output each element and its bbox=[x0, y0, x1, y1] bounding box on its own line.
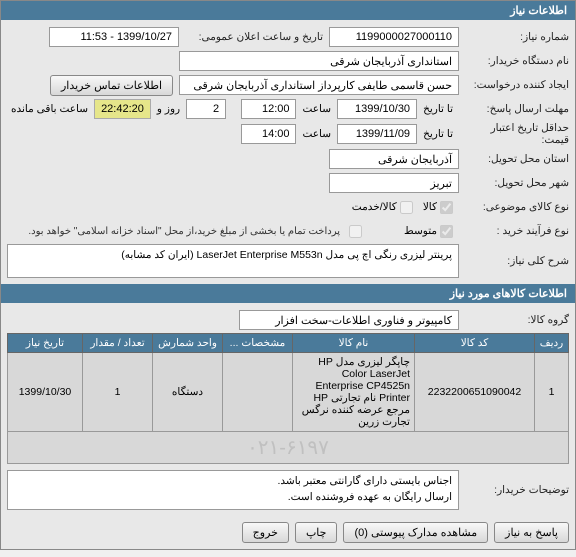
reply-button[interactable]: پاسخ به نیاز bbox=[494, 522, 569, 543]
col-unit: واحد شمارش bbox=[153, 334, 223, 353]
col-idx: ردیف bbox=[535, 334, 569, 353]
val-buyer-notes: اجناس بایستی دارای گارانتی معتبر باشد. ا… bbox=[7, 470, 459, 510]
print-button[interactable]: چاپ bbox=[295, 522, 338, 543]
lbl-days: روز و bbox=[153, 103, 184, 115]
lbl-group: گروه کالا: bbox=[459, 314, 569, 326]
col-spec: مشخصات ... bbox=[223, 334, 293, 353]
opt-partial: پرداخت تمام یا بخشی از مبلغ خرید،از محل … bbox=[24, 225, 366, 238]
val-days: 2 bbox=[186, 99, 226, 119]
val-number: 1199000027000110 bbox=[329, 27, 459, 47]
opt-mid: متوسط bbox=[400, 225, 457, 238]
section-header-items: اطلاعات کالاهای مورد نیاز bbox=[1, 284, 575, 303]
row-device: نام دستگاه خریدار: استانداری آذربایجان ش… bbox=[7, 50, 569, 72]
cell-name: چاپگر لیزری مدل HP Color LaserJet Enterp… bbox=[293, 353, 415, 432]
lbl-opt-goods: کالا bbox=[423, 201, 437, 213]
watermark-text: ۰۲۱-۶۱۹۷ bbox=[247, 437, 329, 459]
lbl-valid: حداقل تاریخ اعتبار قیمت: bbox=[459, 122, 569, 146]
val-deadline-hour: 12:00 bbox=[241, 99, 296, 119]
chk-partial bbox=[349, 225, 362, 238]
val-group: کامپیوتر و فناوری اطلاعات-سخت افزار bbox=[239, 310, 459, 330]
row-valid: حداقل تاریخ اعتبار قیمت: تا تاریخ 1399/1… bbox=[7, 122, 569, 146]
items-table: ردیف کد کالا نام کالا مشخصات ... واحد شم… bbox=[7, 333, 569, 464]
row-process: نوع فرآیند خرید : متوسط پرداخت تمام یا ب… bbox=[7, 220, 569, 242]
lbl-taarikh: تا تاریخ bbox=[419, 103, 457, 115]
opt-service: کالا/خدمت bbox=[348, 201, 417, 214]
table-header-row: ردیف کد کالا نام کالا مشخصات ... واحد شم… bbox=[8, 334, 569, 353]
col-code: کد کالا bbox=[415, 334, 535, 353]
row-deadline: مهلت ارسال پاسخ: تا تاریخ 1399/10/30 ساع… bbox=[7, 98, 569, 120]
val-city: تبریز bbox=[329, 173, 459, 193]
lbl-device: نام دستگاه خریدار: bbox=[459, 55, 569, 67]
lbl-subject: نوع کالای موضوعی: bbox=[459, 201, 569, 213]
exit-button[interactable]: خروج bbox=[242, 522, 289, 543]
need-form: شماره نیاز: 1199000027000110 تاریخ و ساع… bbox=[1, 20, 575, 284]
col-date: تاریخ نیاز bbox=[8, 334, 83, 353]
lbl-buyer-notes: توضیحات خریدار: bbox=[459, 484, 569, 496]
lbl-deadline: مهلت ارسال پاسخ: bbox=[459, 103, 569, 115]
col-qty: تعداد / مقدار bbox=[83, 334, 153, 353]
items-form: گروه کالا: کامپیوتر و فناوری اطلاعات-سخت… bbox=[1, 303, 575, 516]
val-creator: حسن قاسمی طایفی کارپرداز استانداری آذربا… bbox=[179, 75, 459, 95]
lbl-process: نوع فرآیند خرید : bbox=[459, 225, 569, 237]
lbl-remain: ساعت باقی مانده bbox=[7, 103, 92, 115]
lbl-creator: ایجاد کننده درخواست: bbox=[459, 79, 569, 91]
view-attachments-button[interactable]: مشاهده مدارک پیوستی (0) bbox=[343, 522, 488, 543]
lbl-deadline-hour: ساعت bbox=[298, 103, 335, 115]
val-deadline-date: 1399/10/30 bbox=[337, 99, 417, 119]
val-device: استانداری آذربایجان شرقی bbox=[179, 51, 459, 71]
items-title: اطلاعات کالاهای مورد نیاز bbox=[450, 288, 567, 300]
lbl-number: شماره نیاز: bbox=[459, 31, 569, 43]
need-info-panel: اطلاعات نیاز شماره نیاز: 119900002700011… bbox=[0, 0, 576, 550]
lbl-province: استان محل تحویل: bbox=[459, 153, 569, 165]
table-row: 1 2232200651090042 چاپگر لیزری مدل HP Co… bbox=[8, 353, 569, 432]
lbl-valid2: تا تاریخ bbox=[419, 128, 457, 140]
footer-bar: پاسخ به نیاز مشاهده مدارک پیوستی (0) چاپ… bbox=[1, 516, 575, 549]
lbl-desc: شرح کلی نیاز: bbox=[459, 255, 569, 267]
cell-spec bbox=[223, 353, 293, 432]
chk-mid bbox=[440, 225, 453, 238]
col-name: نام کالا bbox=[293, 334, 415, 353]
cell-code: 2232200651090042 bbox=[415, 353, 535, 432]
row-group: گروه کالا: کامپیوتر و فناوری اطلاعات-سخت… bbox=[7, 309, 569, 331]
row-buyer-notes: توضیحات خریدار: اجناس بایستی دارای گاران… bbox=[7, 470, 569, 510]
watermark-cell: ۰۲۱-۶۱۹۷ bbox=[8, 432, 569, 464]
row-subject: نوع کالای موضوعی: کالا کالا/خدمت bbox=[7, 196, 569, 218]
row-creator: ایجاد کننده درخواست: حسن قاسمی طایفی کار… bbox=[7, 74, 569, 96]
val-announce: 1399/10/27 - 11:53 bbox=[49, 27, 179, 47]
section-header-need: اطلاعات نیاز bbox=[1, 1, 575, 20]
chk-goods bbox=[440, 201, 453, 214]
watermark-row: ۰۲۱-۶۱۹۷ bbox=[8, 432, 569, 464]
row-number: شماره نیاز: 1199000027000110 تاریخ و ساع… bbox=[7, 26, 569, 48]
lbl-announce: تاریخ و ساعت اعلان عمومی: bbox=[179, 31, 329, 43]
opt-goods: کالا bbox=[419, 201, 457, 214]
buyer-note-line1: اجناس بایستی دارای گارانتی معتبر باشد. bbox=[14, 474, 452, 490]
lbl-valid-hour: ساعت bbox=[298, 128, 335, 140]
val-province: آذربایجان شرقی bbox=[329, 149, 459, 169]
cell-qty: 1 bbox=[83, 353, 153, 432]
chk-service bbox=[400, 201, 413, 214]
cell-unit: دستگاه bbox=[153, 353, 223, 432]
countdown-timer: 22:42:20 bbox=[94, 99, 151, 119]
row-desc: شرح کلی نیاز: پرینتر لیزری رنگی اچ پی مد… bbox=[7, 244, 569, 278]
cell-date: 1399/10/30 bbox=[8, 353, 83, 432]
val-desc: پرینتر لیزری رنگی اچ پی مدل LaserJet Ent… bbox=[7, 244, 459, 278]
val-valid-date: 1399/11/09 bbox=[337, 124, 417, 144]
lbl-opt-service: کالا/خدمت bbox=[352, 201, 397, 213]
lbl-city: شهر محل تحویل: bbox=[459, 177, 569, 189]
lbl-opt-mid: متوسط bbox=[404, 225, 437, 237]
buyer-contact-button[interactable]: اطلاعات تماس خریدار bbox=[50, 75, 173, 96]
section-title: اطلاعات نیاز bbox=[510, 5, 567, 17]
lbl-partial: پرداخت تمام یا بخشی از مبلغ خرید،از محل … bbox=[28, 226, 346, 237]
row-province: استان محل تحویل: آذربایجان شرقی bbox=[7, 148, 569, 170]
val-valid-hour: 14:00 bbox=[241, 124, 296, 144]
buyer-note-line2: ارسال رایگان به عهده فروشنده است. bbox=[14, 490, 452, 506]
row-city: شهر محل تحویل: تبریز bbox=[7, 172, 569, 194]
cell-idx: 1 bbox=[535, 353, 569, 432]
